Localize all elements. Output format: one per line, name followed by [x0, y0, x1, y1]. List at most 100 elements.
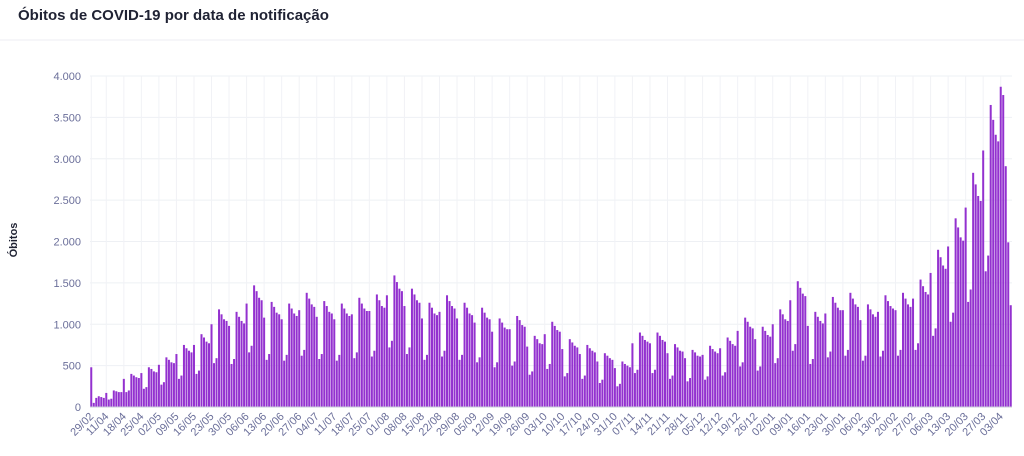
bar	[526, 346, 529, 407]
bar	[273, 306, 276, 407]
bar	[415, 300, 418, 407]
bar	[719, 348, 722, 407]
bar	[283, 360, 286, 407]
bar	[618, 383, 621, 407]
bar	[152, 371, 155, 407]
bar	[325, 306, 328, 407]
bar	[927, 294, 930, 407]
bar	[395, 282, 398, 407]
bar	[724, 372, 727, 407]
bar	[709, 345, 712, 407]
bar	[889, 306, 892, 407]
bar	[160, 384, 163, 407]
bar	[107, 399, 110, 407]
bar	[471, 315, 474, 407]
bar	[358, 297, 361, 407]
bar	[616, 386, 619, 407]
bar	[97, 396, 100, 407]
bar	[561, 349, 564, 407]
bar	[498, 318, 501, 407]
bar	[453, 308, 456, 407]
bar	[230, 363, 233, 407]
bar	[856, 306, 859, 407]
bar	[686, 381, 689, 407]
bar	[789, 300, 792, 407]
bar	[147, 367, 150, 407]
bar	[125, 392, 128, 407]
bar	[854, 304, 857, 407]
bar	[112, 390, 115, 407]
bar	[213, 363, 216, 407]
bar	[816, 316, 819, 407]
bar	[461, 354, 464, 407]
bar	[486, 317, 489, 407]
y-tick-label: 3.000	[53, 154, 81, 166]
bar	[355, 352, 358, 407]
bar	[919, 279, 922, 407]
bar	[122, 378, 125, 407]
bar	[633, 373, 636, 407]
bar	[353, 358, 356, 407]
bar	[954, 218, 957, 407]
bar	[809, 363, 812, 407]
bar	[408, 347, 411, 407]
bar	[894, 310, 897, 407]
y-tick-label: 2.500	[53, 195, 81, 207]
bar	[886, 301, 889, 407]
bar	[218, 309, 221, 407]
bar	[255, 291, 258, 407]
bar	[979, 200, 982, 407]
chart-title: Óbitos de COVID-19 por data de notificaç…	[18, 6, 329, 24]
bar	[651, 373, 654, 407]
bar	[751, 328, 754, 407]
bar	[586, 344, 589, 407]
bar	[704, 379, 707, 407]
bar	[405, 354, 408, 407]
bar	[591, 350, 594, 407]
bar	[243, 323, 246, 407]
bar	[711, 349, 714, 407]
bar	[846, 349, 849, 407]
bar	[390, 340, 393, 407]
bar	[220, 314, 223, 407]
bar	[836, 307, 839, 407]
bar	[929, 272, 932, 407]
bar	[285, 354, 288, 407]
bar	[290, 308, 293, 407]
bar	[621, 361, 624, 407]
bar	[932, 335, 935, 407]
bar	[999, 86, 1002, 407]
bar	[253, 285, 256, 407]
bar	[874, 316, 877, 407]
bar	[601, 379, 604, 407]
bar	[235, 311, 238, 407]
bar	[658, 335, 661, 407]
bar	[769, 336, 772, 407]
bar	[716, 353, 719, 407]
bar	[137, 378, 140, 407]
bar	[268, 354, 271, 407]
bar	[949, 321, 952, 407]
bar	[275, 312, 278, 407]
bar	[338, 354, 341, 407]
y-tick-label: 1.000	[53, 319, 81, 331]
bar	[583, 375, 586, 407]
bar	[335, 360, 338, 407]
bar	[781, 314, 784, 407]
bar	[278, 314, 281, 407]
bar	[202, 337, 205, 407]
bar	[756, 370, 759, 407]
bar	[866, 304, 869, 407]
bar	[127, 390, 130, 407]
bar	[318, 359, 321, 407]
bar	[533, 335, 536, 407]
bar	[912, 298, 915, 407]
bar	[611, 359, 614, 407]
bar	[368, 311, 371, 407]
bar	[959, 237, 962, 407]
bar	[841, 310, 844, 407]
y-tick-label: 2.000	[53, 237, 81, 249]
bar	[388, 347, 391, 407]
bar	[508, 329, 511, 407]
